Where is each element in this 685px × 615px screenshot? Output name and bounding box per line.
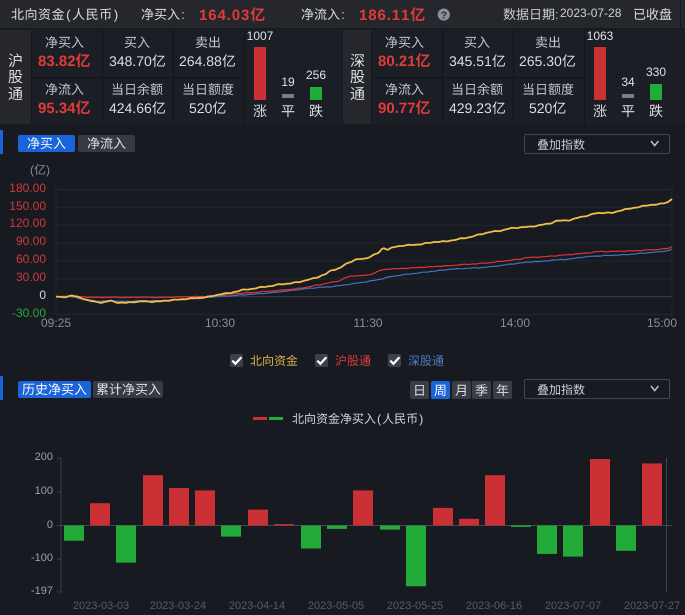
- svg-text:?: ?: [441, 10, 447, 22]
